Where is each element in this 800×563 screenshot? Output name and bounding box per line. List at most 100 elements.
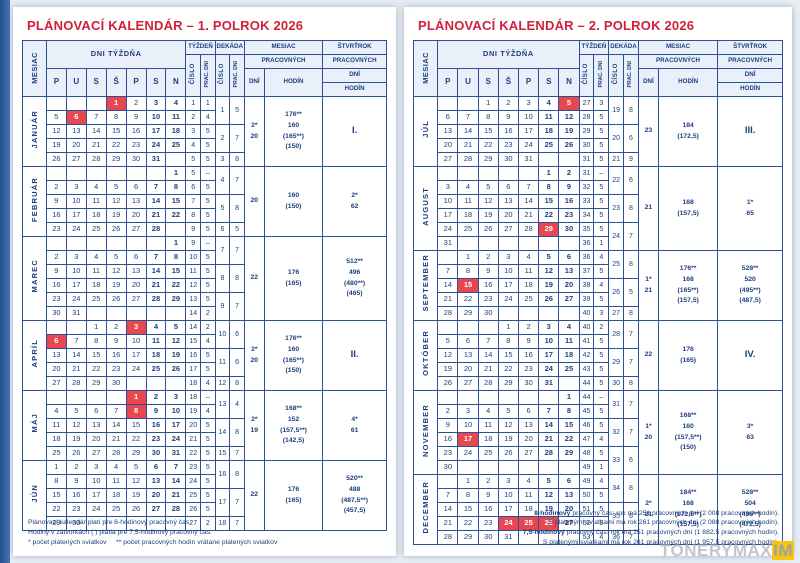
week-workdays: 5 bbox=[593, 376, 610, 391]
day-cell: 22 bbox=[105, 138, 127, 153]
week-workdays: 4 bbox=[593, 432, 610, 447]
day-cell: 21 bbox=[145, 278, 167, 293]
decade-number: 18 bbox=[214, 516, 231, 531]
day-cell: 5 bbox=[105, 180, 127, 195]
holiday-cell: 3 bbox=[125, 320, 147, 335]
day-cell: 8 bbox=[457, 488, 479, 503]
day-cell: 9 bbox=[145, 404, 167, 419]
month-name: MÁJ bbox=[22, 390, 47, 461]
day-cell: 13 bbox=[145, 474, 167, 489]
day-cell: 17 bbox=[125, 348, 147, 363]
day-cell: 17 bbox=[145, 124, 167, 139]
day-cell bbox=[457, 166, 479, 181]
day-cell bbox=[538, 152, 560, 167]
day-cell: 2 bbox=[477, 474, 499, 489]
day-cell: 25 bbox=[457, 222, 479, 237]
day-cell bbox=[45, 96, 67, 111]
decade-number: 28 bbox=[608, 320, 624, 349]
day-cell: 27 bbox=[45, 376, 67, 391]
day-cell: 23 bbox=[145, 432, 167, 447]
day-cell: 23 bbox=[65, 502, 87, 517]
day-cell: 3 bbox=[497, 250, 519, 265]
day-cell: 15 bbox=[165, 194, 187, 209]
hours-label: HODÍN bbox=[322, 82, 387, 97]
day-cell: 5 bbox=[45, 110, 67, 125]
decade-workdays-label: PRAC. DNI bbox=[622, 54, 639, 97]
decade-number: 25 bbox=[608, 250, 624, 279]
footer-notes-left: Plánovací kalendár platí pre 8-hodinový … bbox=[28, 518, 383, 548]
decade-number: 30 bbox=[608, 376, 624, 391]
days-label: DNÍ bbox=[243, 68, 265, 97]
month-workdays: 21 bbox=[637, 166, 660, 251]
page-title-right: PLÁNOVACÍ KALENDÁR – 2. POLROK 2026 bbox=[418, 18, 695, 33]
day-cell: 7 bbox=[165, 460, 187, 475]
quarter-summary: 2* 62 bbox=[322, 166, 387, 237]
day-cell bbox=[165, 376, 187, 391]
day-cell: 22 bbox=[538, 208, 560, 223]
day-cell: 11 bbox=[45, 418, 67, 433]
day-cell: 17 bbox=[65, 208, 87, 223]
footer-line: Hodiny v zátvorkách ( ) platia pre 7,5-h… bbox=[28, 529, 212, 537]
week-workdays: 5 bbox=[593, 152, 610, 167]
day-cell: 20 bbox=[125, 278, 147, 293]
calendar-table-left: MESIAC DNI TÝŽDŇA TÝŽDEŇ DEKÁDA MESIAC ŠTVRŤR… bbox=[13, 40, 396, 531]
day-cell: 23 bbox=[477, 292, 499, 307]
day-cell: 18 bbox=[517, 278, 540, 293]
month-workdays: 23 bbox=[637, 96, 660, 167]
month-workdays: 2* 21 bbox=[637, 474, 660, 545]
month-name: FEBRUÁR bbox=[22, 166, 47, 237]
week-workdays: 5 bbox=[200, 460, 216, 475]
day-cell: 29 bbox=[457, 530, 479, 545]
day-cell: 22 bbox=[125, 432, 147, 447]
day-cell: 10 bbox=[517, 110, 540, 125]
day-cell: 14 bbox=[477, 348, 499, 363]
day-cell bbox=[457, 96, 479, 111]
week-workdays: 5 bbox=[593, 292, 610, 307]
day-cell: 24 bbox=[85, 502, 107, 517]
day-cell: 11 bbox=[85, 264, 107, 279]
week-workdays: 5 bbox=[200, 264, 216, 279]
quarter-summary: 528** 520 (495**) (487,5) bbox=[717, 250, 783, 321]
decade-workdays: 8 bbox=[622, 194, 639, 223]
day-cell: 9 bbox=[125, 110, 147, 125]
week-number: 32 bbox=[578, 180, 595, 195]
day-cell bbox=[517, 236, 540, 251]
day-cell: 6 bbox=[437, 110, 459, 125]
week-number: 4 bbox=[185, 138, 201, 153]
day-cell bbox=[105, 166, 127, 181]
week-workdays: 5 bbox=[200, 138, 216, 153]
day-cell: 13 bbox=[558, 488, 580, 503]
day-cell: 26 bbox=[45, 152, 67, 167]
day-cell: 26 bbox=[538, 292, 560, 307]
day-cell: 2 bbox=[558, 166, 580, 181]
decade-workdays: 8 bbox=[622, 96, 639, 125]
week-workdays: 1 bbox=[593, 236, 610, 251]
day-cell: 15 bbox=[558, 418, 580, 433]
day-cell: 11 bbox=[517, 264, 540, 279]
week-workdays: 5 bbox=[593, 264, 610, 279]
day-cell: 29 bbox=[477, 152, 499, 167]
week-number: 50 bbox=[578, 488, 595, 503]
week-number: 8 bbox=[185, 208, 201, 223]
day-cell: 27 bbox=[65, 152, 87, 167]
month-hours: 168 (157,5) bbox=[657, 166, 719, 251]
week-number: 26 bbox=[185, 502, 201, 517]
month-workdays: 20 bbox=[243, 166, 265, 237]
day-cell: 29 bbox=[165, 292, 187, 307]
week-workdays: 4 bbox=[593, 474, 610, 489]
day-cell: 30 bbox=[437, 460, 459, 475]
day-cell bbox=[457, 460, 479, 475]
day-cell: 10 bbox=[437, 194, 459, 209]
week-number: 41 bbox=[578, 334, 595, 349]
day-cell bbox=[538, 390, 560, 405]
day-cell: 9 bbox=[437, 418, 459, 433]
day-cell: 28 bbox=[65, 376, 87, 391]
week-number: 5 bbox=[185, 152, 201, 167]
day-cell bbox=[558, 236, 580, 251]
decade-workdays: 8 bbox=[229, 194, 245, 223]
day-cell bbox=[437, 250, 459, 265]
month-name: APRÍL bbox=[22, 320, 47, 391]
day-cell: 23 bbox=[45, 222, 67, 237]
decade-workdays: 8 bbox=[229, 264, 245, 293]
week-number: 18 bbox=[185, 376, 201, 391]
